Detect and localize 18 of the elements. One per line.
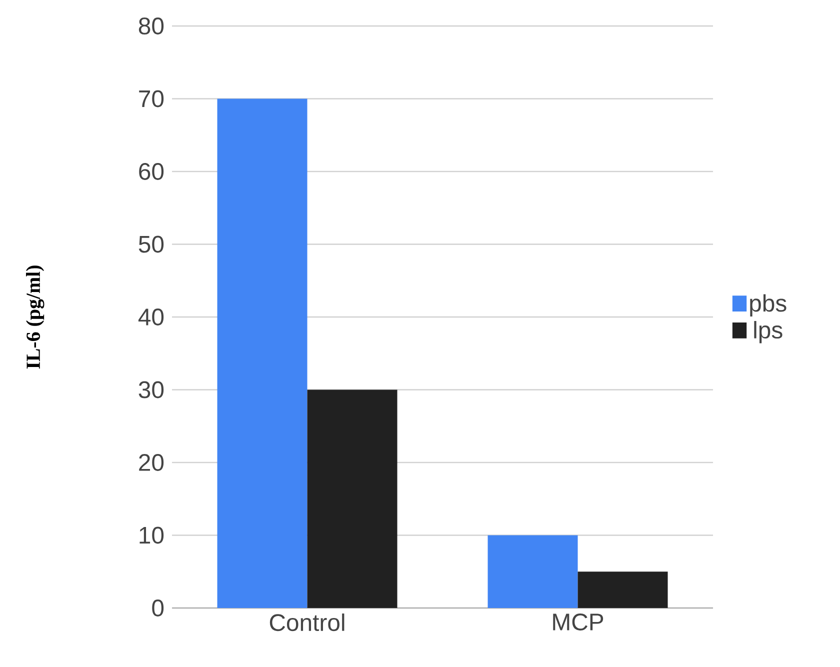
y-tick-label: 70 <box>139 90 164 108</box>
y-tick-label: 80 <box>138 18 164 34</box>
y-tick-label: 20 <box>139 454 164 471</box>
legend-label: lps <box>754 320 782 344</box>
legend-label: pbs <box>750 294 786 316</box>
y-tick-label: 60 <box>139 163 164 180</box>
bar <box>307 390 398 608</box>
bar <box>488 535 578 608</box>
y-tick-label: 40 <box>138 308 164 326</box>
bar <box>578 572 668 608</box>
x-tick-label: MCP <box>553 614 604 630</box>
x-tick-label: Control <box>270 614 344 632</box>
y-tick-label: 50 <box>138 236 164 253</box>
y-tick-label: 0 <box>152 600 164 616</box>
y-axis-title: IL-6 (pg/ml) <box>26 266 44 369</box>
y-tick-label: 10 <box>140 526 164 544</box>
y-tick-label: 30 <box>138 381 164 398</box>
bar <box>217 98 308 608</box>
